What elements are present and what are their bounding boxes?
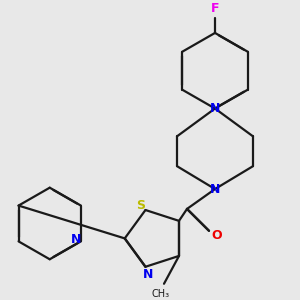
Text: N: N (143, 268, 154, 281)
Text: CH₃: CH₃ (152, 289, 170, 299)
Text: F: F (211, 2, 219, 15)
Text: N: N (71, 233, 81, 246)
Text: N: N (210, 102, 220, 115)
Text: S: S (136, 199, 145, 212)
Text: N: N (210, 182, 220, 196)
Text: O: O (212, 229, 222, 242)
